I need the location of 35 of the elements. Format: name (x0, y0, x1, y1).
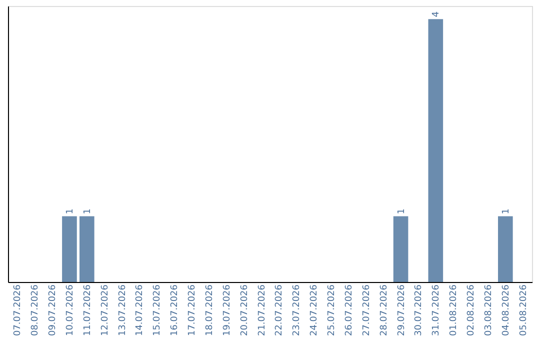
x-tick-label: 01.08.2026 (449, 284, 460, 336)
x-tick-label: 29.07.2026 (396, 284, 407, 336)
data-label: 1 (501, 208, 512, 214)
data-label: 1 (396, 208, 407, 214)
x-tick-label: 10.07.2026 (65, 284, 76, 336)
x-tick-label: 14.07.2026 (135, 284, 146, 336)
x-tick-label: 24.07.2026 (310, 284, 320, 336)
x-tick-label: 04.08.2026 (501, 284, 512, 336)
x-tick-label: 26.07.2026 (344, 284, 354, 336)
x-tick-label: 11.07.2026 (82, 284, 93, 336)
x-tick-label: 12.07.2026 (100, 284, 110, 336)
x-tick-label: 16.07.2026 (170, 284, 180, 336)
x-tick-label: 17.07.2026 (188, 284, 198, 336)
data-label: 1 (65, 208, 76, 214)
x-tick-label: 09.07.2026 (48, 284, 58, 336)
x-tick-label: 27.07.2026 (362, 284, 372, 336)
x-tick-label: 31.07.2026 (432, 284, 442, 336)
x-tick-label: 18.07.2026 (204, 284, 215, 336)
x-tick-label: 05.08.2026 (518, 284, 529, 336)
x-tick-label: 08.07.2026 (30, 284, 41, 336)
x-tick-label: 21.07.2026 (257, 284, 268, 336)
x-tick-label: 03.08.2026 (484, 284, 494, 336)
x-tick-label: 25.07.2026 (327, 284, 338, 336)
x-tick-label: 02.08.2026 (466, 284, 477, 336)
x-tick-label: 19.07.2026 (222, 284, 232, 336)
x-tick-label: 23.07.2026 (292, 284, 302, 336)
x-tick-label: 15.07.2026 (152, 284, 163, 336)
x-tick-label: 30.07.2026 (414, 284, 424, 336)
data-label: 4 (432, 11, 442, 18)
x-tick-label: 22.07.2026 (274, 284, 285, 336)
x-tick-label: 20.07.2026 (240, 284, 250, 336)
x-tick-label: 13.07.2026 (118, 284, 128, 336)
x-tick-label: 28.07.2026 (379, 284, 390, 336)
x-tick-label: 07.07.2026 (13, 284, 24, 336)
data-label: 1 (82, 208, 93, 214)
